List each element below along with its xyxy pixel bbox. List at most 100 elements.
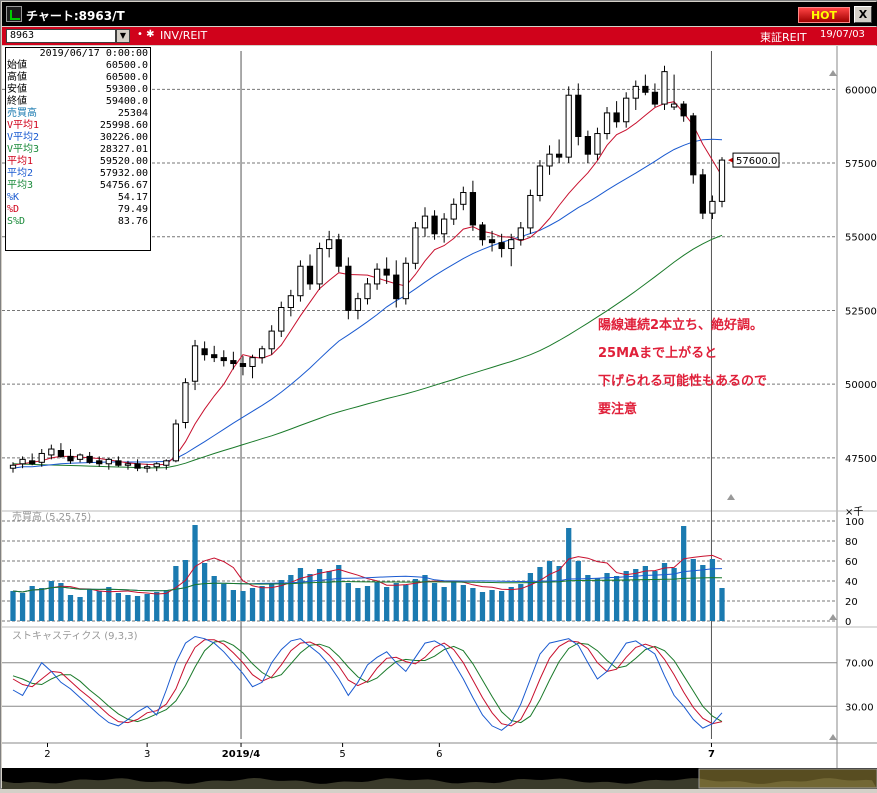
candle-body [163, 460, 170, 466]
volume-bar [661, 563, 668, 621]
volume-bar [326, 571, 332, 621]
scroll-thumb[interactable] [698, 768, 877, 789]
candle-body [469, 192, 477, 226]
candle-body [584, 136, 591, 155]
candle-body [48, 448, 55, 456]
candle-body [670, 103, 678, 108]
info-label: 始値 [7, 60, 27, 71]
volume-bar [58, 583, 64, 621]
symbol-dropdown-chevron-down-icon[interactable]: ▼ [116, 29, 130, 43]
info-label: 安値 [7, 84, 27, 95]
volume-bar [259, 586, 265, 621]
chart-svg[interactable]: 60000 57500 55000 52500 50000 47500 57600.0 陽線連… [2, 46, 877, 768]
info-value: 54756.67 [99, 180, 148, 191]
scroll-up-icon [829, 734, 837, 740]
volume-bar [134, 596, 141, 621]
volume-bar [489, 590, 495, 621]
instrument-type: INV/REIT [160, 29, 208, 42]
info-row: 売買高 25304 [6, 108, 150, 120]
volume-bar [288, 575, 294, 621]
volume-bar [700, 565, 706, 621]
x-tick-label: 3 [144, 749, 150, 760]
candle-body [201, 348, 208, 356]
ma-mid-line [12, 138, 723, 469]
volume-bar [115, 593, 122, 621]
price-tick-label: 50000 [845, 380, 877, 391]
candle-body [67, 455, 74, 462]
title-bar[interactable]: チャート:8963/T HOT X [2, 2, 877, 26]
candle-body [287, 295, 294, 309]
candle-body [230, 360, 237, 365]
volume-bar [355, 588, 361, 621]
symbol-input[interactable]: 8963 [6, 29, 116, 43]
volume-bar [479, 592, 486, 621]
volume-bar [384, 587, 390, 621]
volume-ma-long [12, 577, 723, 593]
volume-bar [422, 575, 428, 621]
volume-bar [575, 561, 581, 621]
volume-bar [19, 593, 26, 621]
volume-bar [393, 583, 399, 621]
info-label: %K [7, 192, 20, 203]
volume-tick-label: 0 [845, 617, 851, 628]
volume-bar [594, 578, 601, 621]
candle-body [76, 454, 84, 460]
timeline-scrollbar[interactable] [2, 768, 877, 789]
candle-body [546, 153, 553, 167]
overview-sparkline [2, 778, 877, 789]
candle-body [268, 330, 275, 350]
candle-body [9, 464, 17, 469]
candle-body [153, 463, 160, 468]
volume-bar [240, 591, 246, 621]
price-tick-label: 57500 [845, 159, 877, 170]
annotation-text: 陽線連続2本立ち、絶好調。 [598, 317, 763, 333]
price-tick-label: 55000 [845, 233, 877, 244]
info-value: 59400.0 [105, 96, 148, 107]
volume-bar [106, 587, 112, 621]
candle-body [441, 218, 448, 235]
volume-bar [230, 590, 236, 621]
close-button[interactable]: X [854, 6, 872, 23]
stoch-panel-label: ストキャスティクス (9,3,3) [12, 630, 138, 642]
info-value: 25304 [117, 108, 148, 119]
volume-tick-label: 40 [845, 577, 858, 588]
volume-bar [316, 569, 323, 621]
candle-body [555, 153, 563, 158]
candle-body [709, 200, 716, 214]
x-tick-label: 7 [708, 749, 715, 760]
candle-body [345, 265, 352, 311]
info-value: 25998.60 [99, 120, 148, 131]
chart-app-icon [6, 6, 22, 22]
info-value: 30226.00 [99, 132, 148, 143]
info-label: 高値 [7, 72, 27, 83]
annotation-text: 25MAまで上がると [598, 345, 717, 361]
info-value: 28327.01 [99, 144, 148, 155]
volume-tick-label: 80 [845, 537, 858, 548]
volume-bar [403, 585, 409, 621]
candle-body [575, 94, 582, 138]
info-label: V平均2 [7, 132, 40, 143]
candle-body [699, 174, 706, 214]
scroll-up-icon [829, 614, 837, 620]
candle-body [306, 265, 314, 285]
price-tick-label: 60000 [845, 85, 877, 96]
hot-button[interactable]: HOT [798, 7, 850, 23]
candle-body [498, 242, 505, 250]
volume-bar [585, 575, 591, 621]
price-tick-label: 47500 [845, 454, 877, 465]
info-label: V平均3 [7, 144, 40, 155]
candle-body [297, 265, 304, 297]
info-row: 安値 59300.0 [6, 84, 150, 96]
volume-bar [48, 581, 54, 621]
candle-body [680, 103, 687, 117]
volume-bar [681, 526, 687, 621]
volume-bar [77, 597, 83, 621]
candle-body [393, 274, 400, 300]
info-row: %K 54.17 [6, 192, 150, 204]
volume-bar [154, 592, 160, 621]
volume-bar [556, 566, 562, 621]
scroll-overview[interactable] [2, 768, 877, 789]
candle-body [383, 268, 390, 276]
candle-body [96, 460, 103, 465]
